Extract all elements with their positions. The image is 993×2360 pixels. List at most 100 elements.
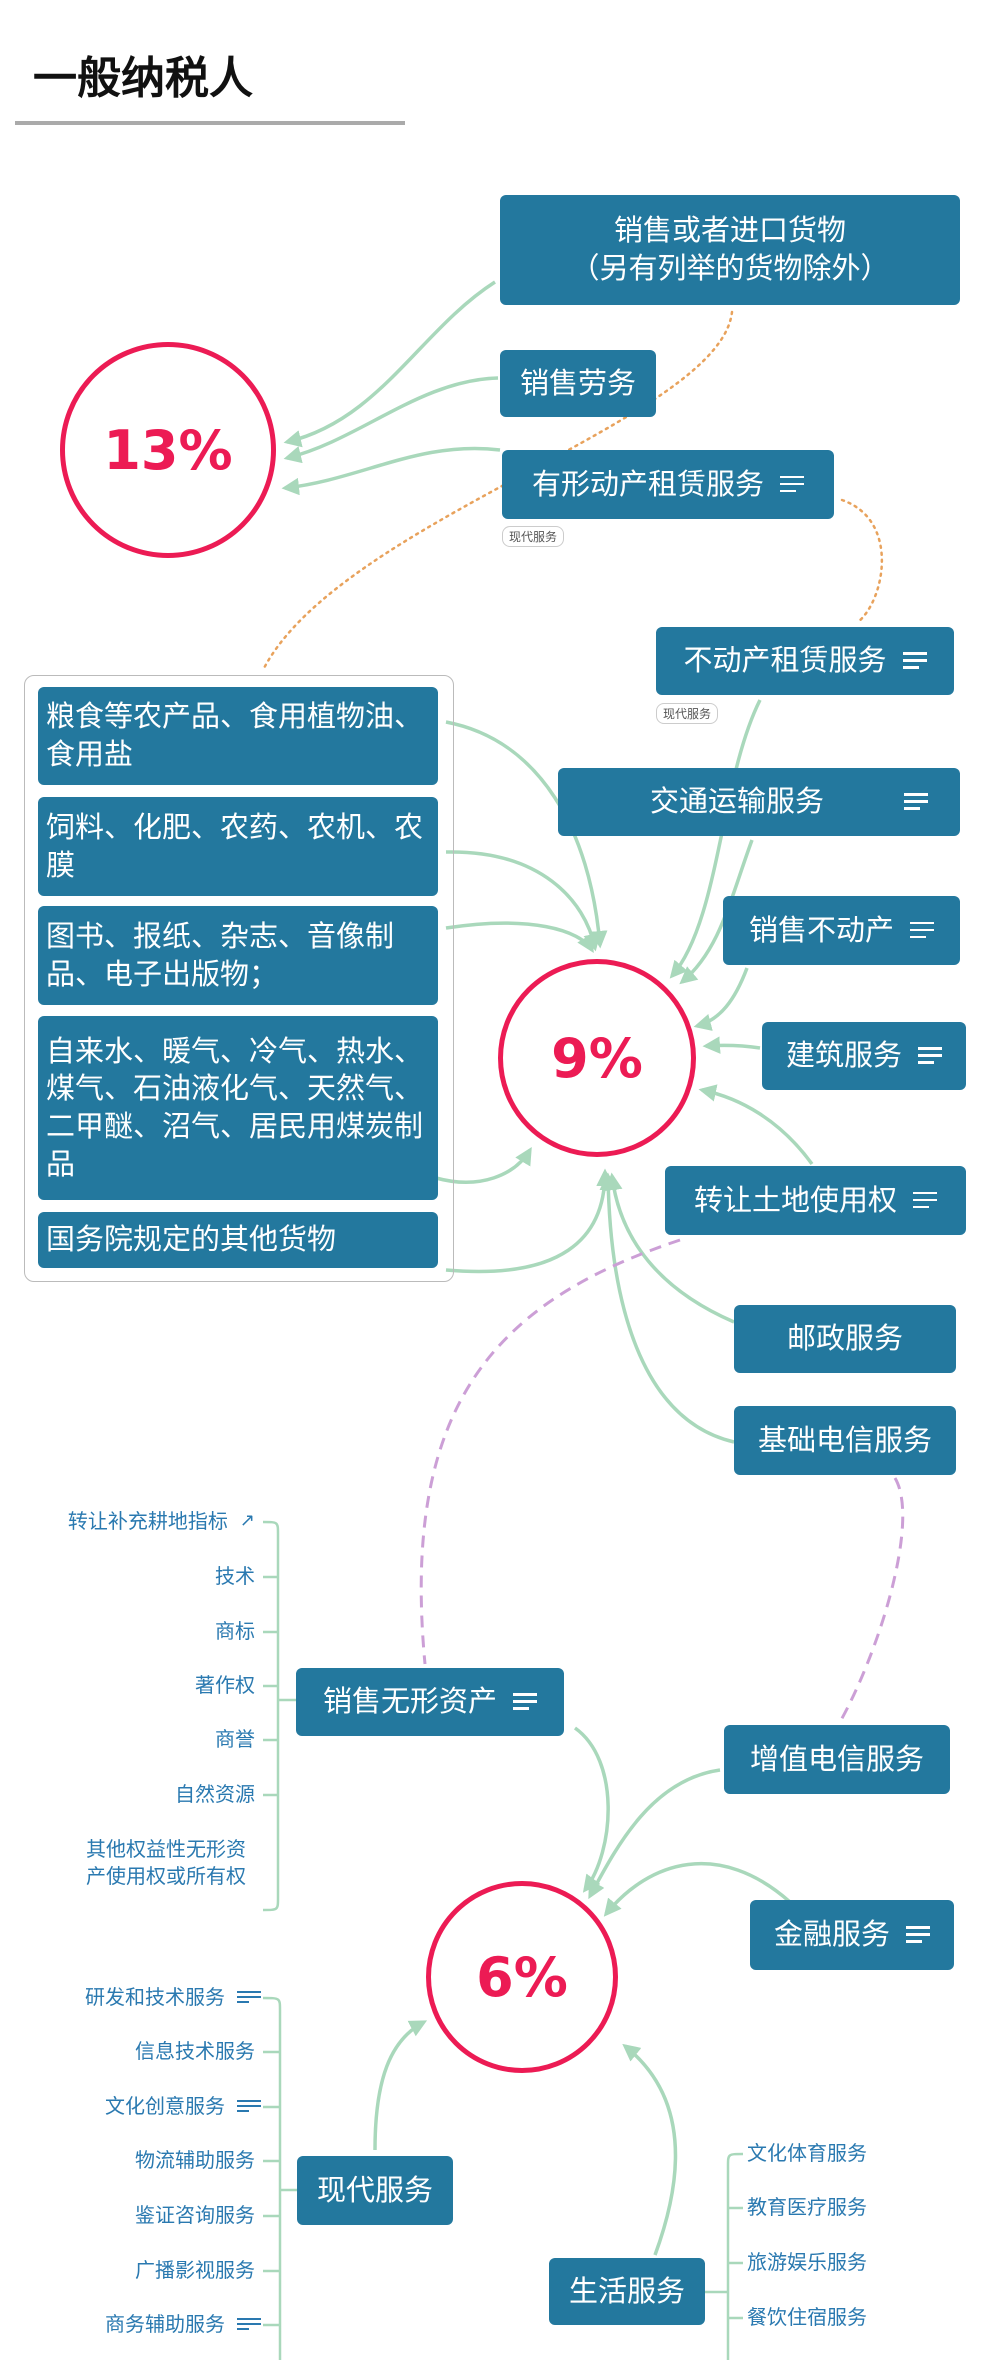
leaf-intangible-6[interactable]: 其他权益性无形资产使用权或所有权: [86, 1836, 246, 1890]
notes-icon[interactable]: [918, 1047, 942, 1065]
node-label: 建筑服务: [785, 1038, 902, 1073]
notes-icon[interactable]: [237, 2318, 261, 2331]
leaf-intangible-1[interactable]: 技术: [215, 1563, 255, 1590]
leaf-label: 技术: [215, 1564, 255, 1588]
node-label: 金融服务: [773, 1917, 890, 1952]
node-label: 粮食等农产品、食用植物油、食用盐: [46, 699, 424, 771]
arrow-life-to-6: [622, 2043, 678, 2256]
leaf-label: 其他权益性无形资产使用权或所有权: [86, 1837, 246, 1888]
rate-9-circle[interactable]: 9%: [498, 959, 696, 1157]
leaf-modern-3[interactable]: 物流辅助服务: [135, 2147, 255, 2174]
arrow-modern-to-6: [373, 2020, 428, 2151]
node-utilities-fuel[interactable]: 自来水、暖气、冷气、热水、煤气、石油液化气、天然气、二甲醚、沼气、居民用煤炭制品: [38, 1016, 438, 1200]
node-construction[interactable]: 建筑服务: [762, 1022, 966, 1090]
leaf-modern-0[interactable]: 研发和技术服务: [85, 1984, 261, 2011]
node-transport[interactable]: 交通运输服务: [558, 768, 960, 836]
external-link-icon[interactable]: ↗: [239, 1510, 255, 1532]
rate-13-circle[interactable]: 13%: [60, 342, 276, 558]
leaf-label: 商标: [215, 1619, 255, 1643]
leaf-label: 信息技术服务: [135, 2039, 255, 2063]
notes-icon[interactable]: [904, 793, 928, 811]
rate-6-label: 6%: [476, 1945, 568, 2009]
arrow-construction-to-9: [702, 1036, 761, 1054]
rate-6-circle[interactable]: 6%: [426, 1881, 618, 2073]
notes-icon[interactable]: [913, 1191, 937, 1210]
node-label: 销售或者进口货物: [613, 213, 846, 248]
node-feed-fertilizer[interactable]: 饲料、化肥、农药、农机、农膜: [38, 797, 438, 896]
node-grain-oil-salt[interactable]: 粮食等农产品、食用植物油、食用盐: [38, 687, 438, 785]
notes-icon[interactable]: [237, 2100, 261, 2113]
leaf-life-2[interactable]: 旅游娱乐服务: [747, 2249, 867, 2276]
node-real-estate-lease[interactable]: 不动产租赁服务: [656, 627, 954, 695]
leaf-label: 鉴证咨询服务: [135, 2203, 255, 2227]
arrow-transport-to-9: [679, 839, 754, 985]
node-land-use-transfer[interactable]: 转让土地使用权: [665, 1166, 966, 1235]
leaf-label: 转让补充耕地指标: [67, 1509, 228, 1533]
node-label: 交通运输服务: [649, 784, 824, 819]
notes-icon[interactable]: [513, 1693, 537, 1711]
leaf-intangible-2[interactable]: 商标: [215, 1618, 255, 1645]
leaf-modern-4[interactable]: 鉴证咨询服务: [135, 2202, 255, 2229]
node-label: 销售无形资产: [322, 1684, 497, 1719]
node-sell-import-goods[interactable]: 销售或者进口货物 （另有列举的货物除外）: [500, 195, 960, 305]
node-sell-real-estate[interactable]: 销售不动产: [723, 896, 960, 965]
leaf-label: 旅游娱乐服务: [747, 2250, 867, 2274]
node-finance[interactable]: 金融服务: [750, 1900, 954, 1970]
node-books-publications[interactable]: 图书、报纸、杂志、音像制品、电子出版物；: [38, 906, 438, 1005]
node-life-service[interactable]: 生活服务: [549, 2258, 705, 2325]
node-sell-intangible[interactable]: 销售无形资产: [296, 1668, 564, 1736]
leaf-intangible-3[interactable]: 著作权: [195, 1672, 255, 1699]
leaf-modern-6[interactable]: 商务辅助服务: [105, 2311, 261, 2338]
node-label: 国务院规定的其他货物: [46, 1222, 337, 1257]
leaf-label: 商誉: [215, 1727, 255, 1751]
arrow-land-to-9: [698, 1084, 814, 1166]
arrow-telecom-to-9: [599, 1172, 735, 1444]
leaf-intangible-5[interactable]: 自然资源: [175, 1781, 255, 1808]
leaf-intangible-0[interactable]: 转让补充耕地指标 ↗: [68, 1508, 255, 1535]
node-value-added-telecom[interactable]: 增值电信服务: [724, 1725, 950, 1794]
leaf-label: 物流辅助服务: [135, 2148, 255, 2172]
leaf-label: 广播影视服务: [135, 2258, 255, 2282]
notes-icon[interactable]: [780, 475, 804, 494]
node-label-sub: （另有列举的货物除外）: [570, 251, 890, 285]
leaf-modern-1[interactable]: 信息技术服务: [135, 2038, 255, 2065]
notes-icon[interactable]: [910, 921, 934, 940]
arrow-goods-to-13: [283, 280, 496, 448]
node-tangible-lease[interactable]: 有形动产租赁服务: [502, 450, 834, 519]
dotted-link-lease-to-realestate: [840, 498, 884, 624]
node-other-goods[interactable]: 国务院规定的其他货物: [38, 1212, 438, 1268]
leaf-life-3[interactable]: 餐饮住宿服务: [747, 2304, 867, 2331]
rate-9-label: 9%: [551, 1026, 643, 1090]
node-basic-telecom[interactable]: 基础电信服务: [734, 1406, 956, 1475]
leaf-label: 商务辅助服务: [105, 2312, 225, 2336]
leaf-intangible-4[interactable]: 商誉: [215, 1726, 255, 1753]
node-label: 基础电信服务: [757, 1422, 932, 1457]
notes-icon[interactable]: [906, 1926, 930, 1944]
arrow-intangible-to-6: [573, 1726, 610, 1893]
node-label: 有形动产租赁服务: [531, 466, 764, 501]
arrow-sell-realestate-to-9: [693, 967, 749, 1031]
node-label: 自来水、暖气、冷气、热水、煤气、石油液化气、天然气、二甲醚、沼气、居民用煤炭制品: [46, 1033, 424, 1181]
node-label: 增值电信服务: [749, 1741, 924, 1776]
dashed-link-telecom-to-vatelecom: [838, 1477, 905, 1723]
arrow-lease-to-13: [281, 446, 501, 496]
arrow-grain-to-9: [445, 720, 608, 949]
leaf-modern-5[interactable]: 广播影视服务: [135, 2257, 255, 2284]
leaf-modern-2[interactable]: 文化创意服务: [105, 2093, 261, 2120]
goods-group-frame: [24, 675, 454, 1282]
node-postal[interactable]: 邮政服务: [734, 1305, 956, 1373]
node-sell-labor[interactable]: 销售劳务: [500, 350, 656, 417]
arrow-water-to-9: [435, 1147, 532, 1184]
leaf-life-0[interactable]: 文化体育服务: [747, 2140, 867, 2167]
arrow-vatelecom-to-6: [588, 1768, 721, 1900]
notes-icon[interactable]: [237, 1991, 261, 2004]
node-label: 图书、报纸、杂志、音像制品、电子出版物；: [46, 918, 395, 991]
arrow-realestate-lease-to-9: [669, 699, 762, 979]
node-modern-service[interactable]: 现代服务: [297, 2156, 453, 2225]
notes-icon[interactable]: [902, 652, 927, 670]
rate-13-label: 13%: [103, 418, 233, 482]
leaf-life-1[interactable]: 教育医疗服务: [747, 2194, 867, 2221]
bracket-intangible: [262, 1520, 296, 1912]
